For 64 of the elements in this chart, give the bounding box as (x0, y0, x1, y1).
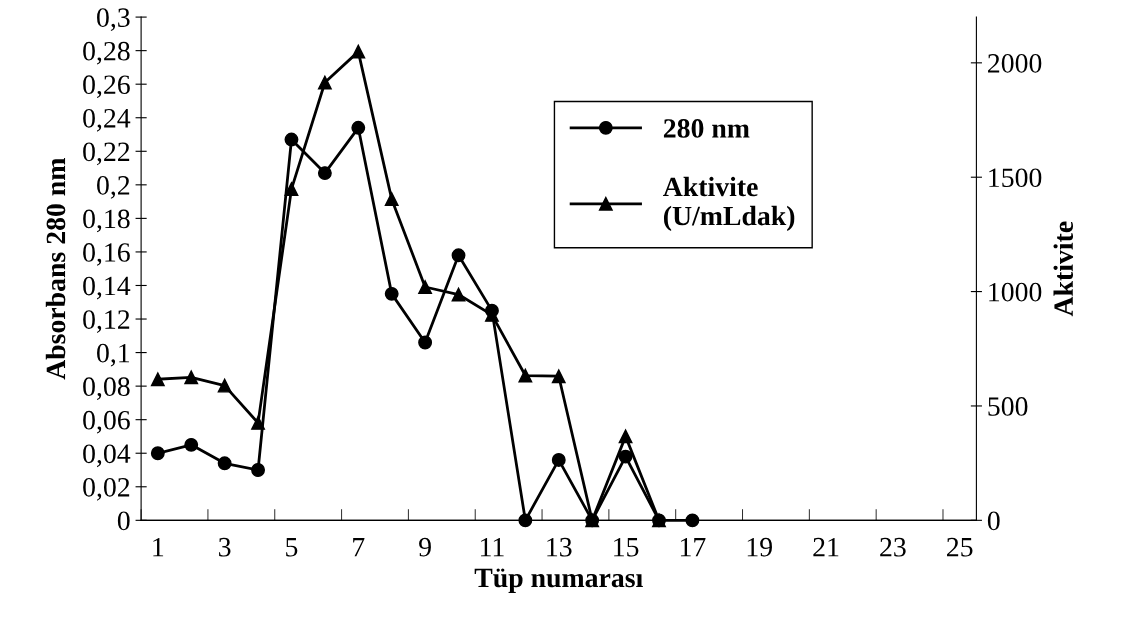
point (451, 287, 466, 302)
y2-tick-label: 500 (988, 397, 1028, 416)
x-tick-label: 7 (353, 538, 365, 557)
y-tick-label: 0,06 (83, 410, 130, 434)
x-tick-label: 23 (880, 537, 906, 557)
x-tick-label: 21 (813, 537, 839, 557)
point (418, 335, 433, 350)
y-tick-label: 0,3 (97, 8, 130, 31)
y-axis-title: Absorbans 280 nm (45, 158, 66, 380)
point (251, 463, 265, 477)
point (317, 166, 332, 181)
point (284, 182, 299, 197)
y-tick-label: 0,14 (83, 276, 131, 300)
y-tick-label: 0,04 (83, 444, 131, 468)
x-tick-label: 11 (481, 537, 504, 557)
x-tick-label: 9 (419, 537, 431, 557)
point (384, 192, 399, 207)
y-tick-label: 0,1 (97, 343, 130, 367)
y-tick-label: 0,2 (97, 176, 130, 199)
x-tick-label: 17 (680, 537, 706, 557)
y-tick-label: 0,26 (83, 75, 130, 99)
y-tick-label: 0,18 (83, 209, 130, 233)
legend-label: 280 nm (663, 119, 750, 138)
y-tick-label: 0,22 (83, 142, 130, 166)
y2-tick-label: 1000 (989, 282, 1042, 302)
point (518, 368, 533, 383)
point (184, 370, 199, 385)
y-tick-label: 0,24 (83, 108, 131, 132)
x-axis-title: Tüp numarası (474, 568, 643, 593)
y-tick-label: 0,12 (83, 310, 130, 333)
point (351, 120, 366, 135)
point (217, 378, 232, 393)
point (618, 429, 633, 444)
x-tick-label: 5 (286, 538, 298, 557)
y2-tick-label: 0 (987, 511, 1000, 531)
y-tick-label: 0 (117, 511, 130, 531)
y-tick-label: 0,16 (83, 243, 130, 266)
point (351, 44, 366, 59)
point (384, 286, 399, 301)
x-tick-label: 19 (747, 537, 772, 557)
point (150, 446, 165, 461)
x-tick-label: 3 (219, 537, 231, 557)
point (284, 132, 299, 147)
y-tick-label: 0,28 (83, 41, 130, 65)
point (551, 452, 566, 467)
y2-tick-label: 2000 (988, 54, 1042, 73)
point (451, 248, 466, 263)
point (317, 75, 332, 90)
point (251, 415, 265, 430)
y-tick-label: 0,02 (83, 477, 130, 501)
point (217, 456, 232, 471)
point (184, 437, 199, 452)
y2-tick-label: 1500 (989, 168, 1042, 188)
x-tick-label: 1 (153, 537, 164, 557)
y2-axis-title: Aktivite (1053, 221, 1074, 317)
point (418, 280, 433, 294)
x-tick-label: 15 (614, 537, 639, 557)
point (551, 369, 566, 384)
x-tick-label: 25 (947, 537, 973, 557)
point (150, 372, 165, 387)
y-tick-label: 0,08 (83, 377, 130, 401)
point (618, 449, 633, 464)
x-tick-label: 13 (547, 537, 572, 557)
legend-label: Aktivite (U/mLdak) (663, 176, 795, 232)
